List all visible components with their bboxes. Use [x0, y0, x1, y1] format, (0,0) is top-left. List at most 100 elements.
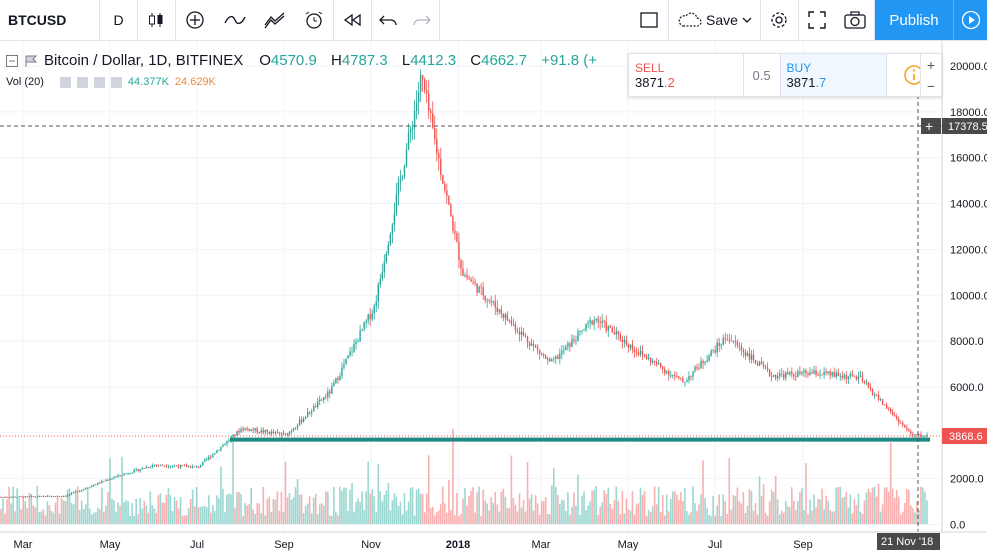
volume-bar [686, 511, 688, 524]
candle-body [423, 79, 426, 91]
volume-bar [48, 505, 51, 524]
volume-bar [807, 514, 809, 524]
candle-body [361, 329, 363, 331]
candle-body [762, 364, 765, 367]
volume-bar [391, 500, 394, 524]
volume-bar [135, 498, 137, 524]
volume-bar [758, 476, 761, 524]
candle-body [532, 343, 535, 346]
volume-bar [829, 510, 831, 524]
candle-body [924, 436, 926, 437]
candle-body [157, 465, 160, 467]
volume-bar [795, 509, 797, 524]
alarm-clock-icon [305, 11, 323, 29]
price-axis-labels: 20000.0 18000.0 16000.0 14000.0 12000.0 10000… [950, 61, 987, 532]
candle-body [218, 450, 220, 451]
redo-button[interactable] [405, 0, 440, 40]
plus-icon[interactable]: + [925, 118, 933, 134]
candle-body [254, 428, 256, 431]
candle-body [165, 465, 168, 467]
volume-bar [431, 506, 434, 524]
replay-button[interactable] [333, 0, 372, 40]
collapse-legend-icon[interactable] [6, 54, 18, 67]
candle-body [791, 371, 793, 375]
settings-button[interactable] [760, 0, 799, 40]
candle-body [113, 477, 115, 479]
volume-bar [52, 512, 55, 524]
templates-button[interactable] [255, 0, 295, 40]
candle-body [484, 295, 486, 301]
replay-play-button[interactable] [953, 0, 987, 40]
candle-body [135, 469, 137, 471]
alert-button[interactable] [295, 0, 334, 40]
interval-button[interactable]: D [100, 0, 138, 40]
compare-button[interactable] [175, 0, 215, 40]
zoom-in-button[interactable]: + [926, 56, 936, 73]
candle-body [335, 378, 337, 383]
candle-body [807, 373, 809, 375]
volume-bar [700, 494, 702, 524]
volume-source-icon[interactable] [93, 76, 105, 88]
volume-bar [444, 503, 446, 524]
candle-body [714, 350, 716, 353]
volume-bar [641, 495, 644, 524]
chart-style-button[interactable] [137, 0, 176, 40]
volume-remove-icon[interactable] [110, 76, 122, 88]
volume-bar [286, 497, 289, 524]
top-toolbar: BTCUSD D Save Publish [0, 0, 987, 41]
candle-body [454, 231, 456, 234]
volume-bar [861, 513, 864, 524]
candle-body [411, 127, 414, 129]
candle-body [641, 350, 644, 355]
volume-bar [607, 487, 610, 524]
candle-body [760, 361, 763, 365]
save-button[interactable]: Save [668, 0, 761, 40]
volume-bar [149, 491, 152, 524]
volume-bar [565, 511, 567, 524]
candle-body [189, 466, 192, 468]
candle-body [125, 473, 127, 475]
sell-label: SELL [635, 60, 665, 75]
buy-button[interactable]: BUY 3871.7 [779, 54, 887, 96]
candle-body [264, 430, 266, 433]
indicators-button[interactable] [215, 0, 255, 40]
publish-button[interactable]: Publish [875, 0, 953, 40]
candle-body [651, 360, 654, 363]
volume-bar [446, 512, 448, 524]
undo-button[interactable] [371, 0, 405, 40]
volume-bar [688, 514, 690, 524]
volume-bar [276, 491, 279, 524]
candle-body [89, 487, 91, 488]
fullscreen-button[interactable] [798, 0, 836, 40]
volume-bar [784, 500, 787, 524]
volume-bar [512, 498, 515, 524]
volume-bar [8, 486, 10, 524]
candle-body [468, 277, 470, 280]
volume-bar [738, 501, 741, 524]
time-tick-label: Mar [14, 539, 33, 551]
volume-eye-icon[interactable] [59, 76, 71, 88]
volume-legend: Vol (20) 44.377K 24.629K [6, 76, 216, 88]
candle-body [835, 372, 837, 377]
volume-bar [522, 499, 525, 524]
volume-bar [623, 513, 626, 524]
zoom-out-button[interactable]: − [926, 77, 936, 94]
sell-button[interactable]: SELL 3871.2 [629, 54, 744, 96]
volume-bar [768, 501, 771, 524]
volume-settings-icon[interactable] [76, 76, 88, 88]
candle-body [726, 339, 728, 340]
candle-body [246, 428, 248, 429]
volume-bar [68, 488, 71, 524]
symbol-search[interactable]: BTCUSD [0, 0, 100, 40]
volume-bar [746, 505, 749, 524]
volume-bar [595, 486, 597, 524]
snapshot-button[interactable] [836, 0, 875, 40]
price-chart[interactable]: 20000.0 18000.0 16000.0 14000.0 12000.0 10000… [0, 41, 987, 560]
volume-bar [74, 489, 77, 524]
volume-bar [4, 513, 6, 524]
layout-button[interactable] [630, 0, 669, 40]
volume-bar [867, 488, 870, 524]
candle-body [547, 358, 549, 360]
candle-body [298, 419, 301, 426]
buy-sell-panel: SELL 3871.2 0.5 BUY 3871.7 [628, 53, 942, 97]
